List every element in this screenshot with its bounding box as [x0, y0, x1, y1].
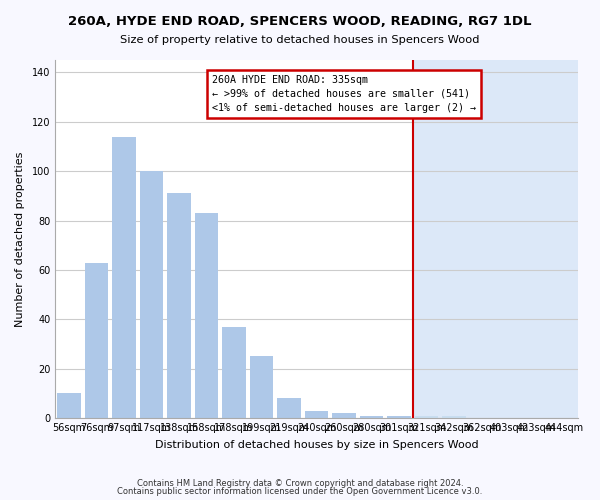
Text: Size of property relative to detached houses in Spencers Wood: Size of property relative to detached ho… — [120, 35, 480, 45]
Bar — [277, 398, 301, 418]
Bar — [167, 194, 191, 418]
Bar — [140, 171, 163, 418]
Bar — [442, 416, 466, 418]
Bar — [58, 394, 81, 418]
Bar — [223, 327, 245, 418]
Text: 260A, HYDE END ROAD, SPENCERS WOOD, READING, RG7 1DL: 260A, HYDE END ROAD, SPENCERS WOOD, READ… — [68, 15, 532, 28]
Bar — [413, 60, 578, 418]
Bar — [387, 416, 410, 418]
Text: Contains public sector information licensed under the Open Government Licence v3: Contains public sector information licen… — [118, 487, 482, 496]
X-axis label: Distribution of detached houses by size in Spencers Wood: Distribution of detached houses by size … — [155, 440, 478, 450]
Text: Contains HM Land Registry data © Crown copyright and database right 2024.: Contains HM Land Registry data © Crown c… — [137, 478, 463, 488]
Bar — [332, 414, 356, 418]
Bar — [415, 416, 438, 418]
Bar — [250, 356, 273, 418]
Text: 260A HYDE END ROAD: 335sqm
← >99% of detached houses are smaller (541)
<1% of se: 260A HYDE END ROAD: 335sqm ← >99% of det… — [212, 75, 476, 113]
Bar — [195, 213, 218, 418]
Bar — [305, 411, 328, 418]
Y-axis label: Number of detached properties: Number of detached properties — [15, 152, 25, 327]
Bar — [112, 136, 136, 418]
Bar — [360, 416, 383, 418]
Bar — [85, 262, 108, 418]
